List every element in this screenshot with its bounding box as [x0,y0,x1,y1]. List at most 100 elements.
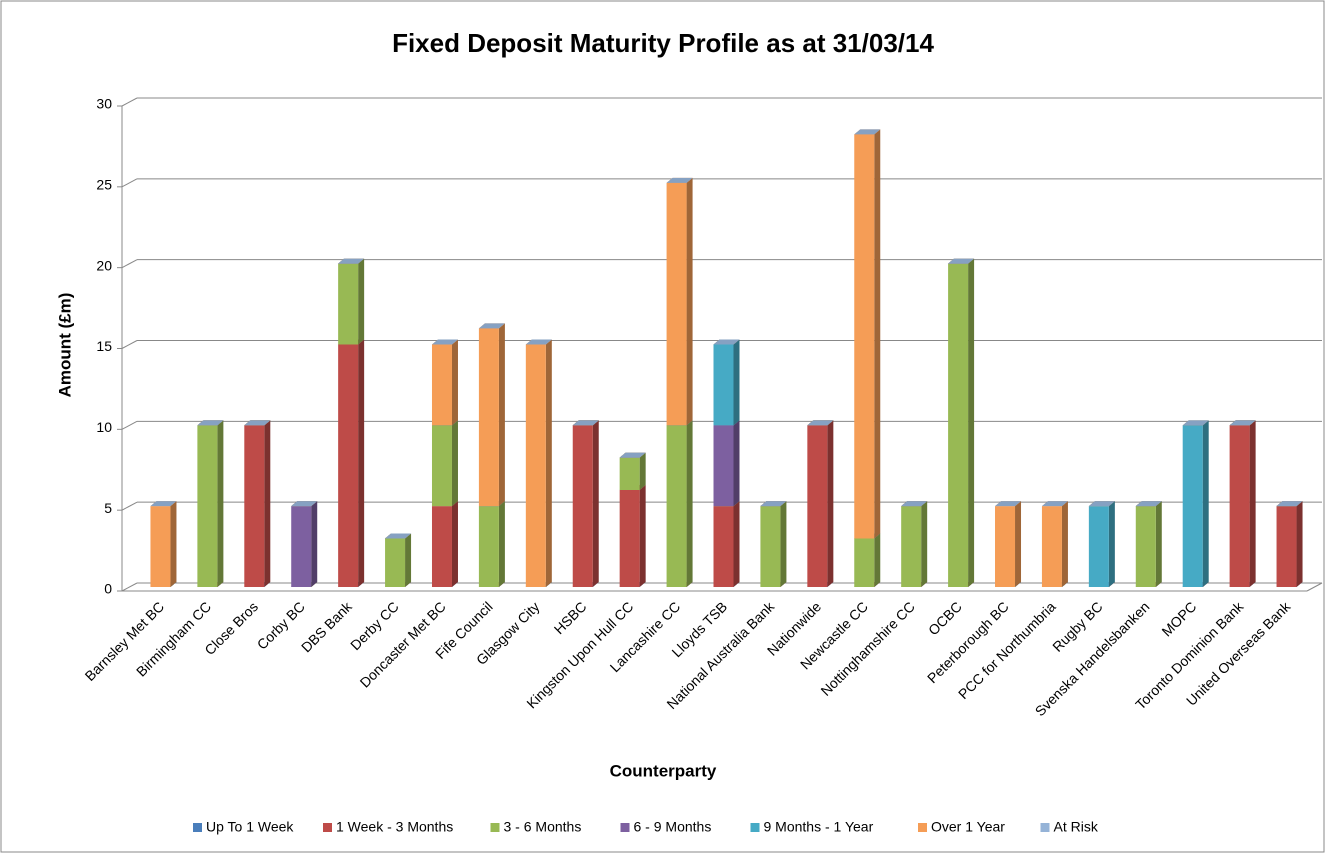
bar-top [385,533,412,539]
bar [619,457,640,490]
bar [901,506,922,587]
bar-side [1155,501,1162,587]
chart-title: Fixed Deposit Maturity Profile as at 31/… [392,28,934,58]
bar-side [686,420,693,587]
bar [478,506,499,587]
bar-side [1296,501,1303,587]
y-tick-label: 25 [96,177,112,193]
bar [948,263,969,587]
legend-swatch [323,823,332,832]
bar-top [854,129,881,135]
bar [713,425,734,507]
bar-side [639,485,646,587]
y-axis-title: Amount (£m) [55,293,74,398]
bar-top [478,323,505,329]
bar [1182,425,1203,587]
bar [713,344,734,426]
bar-top [338,258,365,264]
bar-top [150,501,177,507]
legend-swatch [193,823,202,832]
bar-top [1088,501,1115,507]
bar-top [901,501,928,507]
legend-label: Up To 1 Week [206,819,294,835]
legend-swatch [490,823,500,832]
x-axis [1306,582,1323,592]
y-tick-label: 5 [104,500,112,516]
legend-swatch [750,823,760,832]
bar [197,425,218,587]
bar-side [592,420,599,587]
grid-line [121,178,138,188]
bar [431,344,452,426]
grid-line [121,259,138,269]
legend-label: 9 Months - 1 Year [764,819,874,835]
bar-top [995,501,1022,507]
bar-top [1229,420,1256,426]
bar [431,425,452,507]
bar [760,506,781,587]
bar-top [1182,420,1209,426]
bar [572,425,593,587]
y-tick-label: 0 [104,581,112,597]
bar-top [525,339,552,345]
bar-side [827,420,834,587]
bar-top [713,339,740,345]
bar-side [1108,501,1115,587]
bar [807,425,828,587]
bar-side [358,339,365,587]
bar-top [666,177,693,183]
bar-side [170,501,177,587]
bar [995,506,1016,587]
bar-side [451,420,458,507]
y-tick-label: 15 [96,338,112,354]
grid-line [121,97,138,107]
bar [525,344,546,587]
legend-swatch [1040,823,1050,832]
bar [713,506,734,587]
legend-swatch [620,823,630,832]
bar-side [639,452,646,490]
y-tick-label: 20 [96,257,112,273]
bar-top [807,420,834,426]
bar-top [244,420,271,426]
bar-side [874,533,881,587]
bar [1041,506,1062,587]
bar [1229,425,1250,587]
bar [150,506,171,587]
bar-side [498,501,505,587]
bar-top [197,420,224,426]
bar [1276,506,1297,587]
bar-top [760,501,787,507]
bar-side [1015,501,1022,587]
legend-label: At Risk [1054,819,1099,835]
bar-side [780,501,787,587]
bar [291,506,312,587]
bar [1135,506,1156,587]
bar-top [431,339,458,345]
bar-top [1135,501,1162,507]
bar-top [948,258,975,264]
y-tick-label: 30 [96,96,112,112]
grid-line [121,420,138,430]
grid-line [121,501,138,511]
bar-top [572,420,599,426]
legend-swatch [918,823,927,832]
bar-side [733,501,740,587]
bar-side [451,501,458,587]
bar-side [545,339,552,587]
bar [338,344,359,587]
legend-label: 1 Week - 3 Months [336,819,453,835]
bar-side [264,420,271,587]
bar-side [451,339,458,426]
bar-side [733,339,740,426]
bar-side [1061,501,1068,587]
bar-side [498,323,505,507]
bar-side [733,420,740,507]
bar [338,263,359,345]
bar [619,490,640,587]
bar-side [1249,420,1256,587]
bar-top [291,501,318,507]
bar-side [217,420,224,587]
bar [854,134,875,539]
